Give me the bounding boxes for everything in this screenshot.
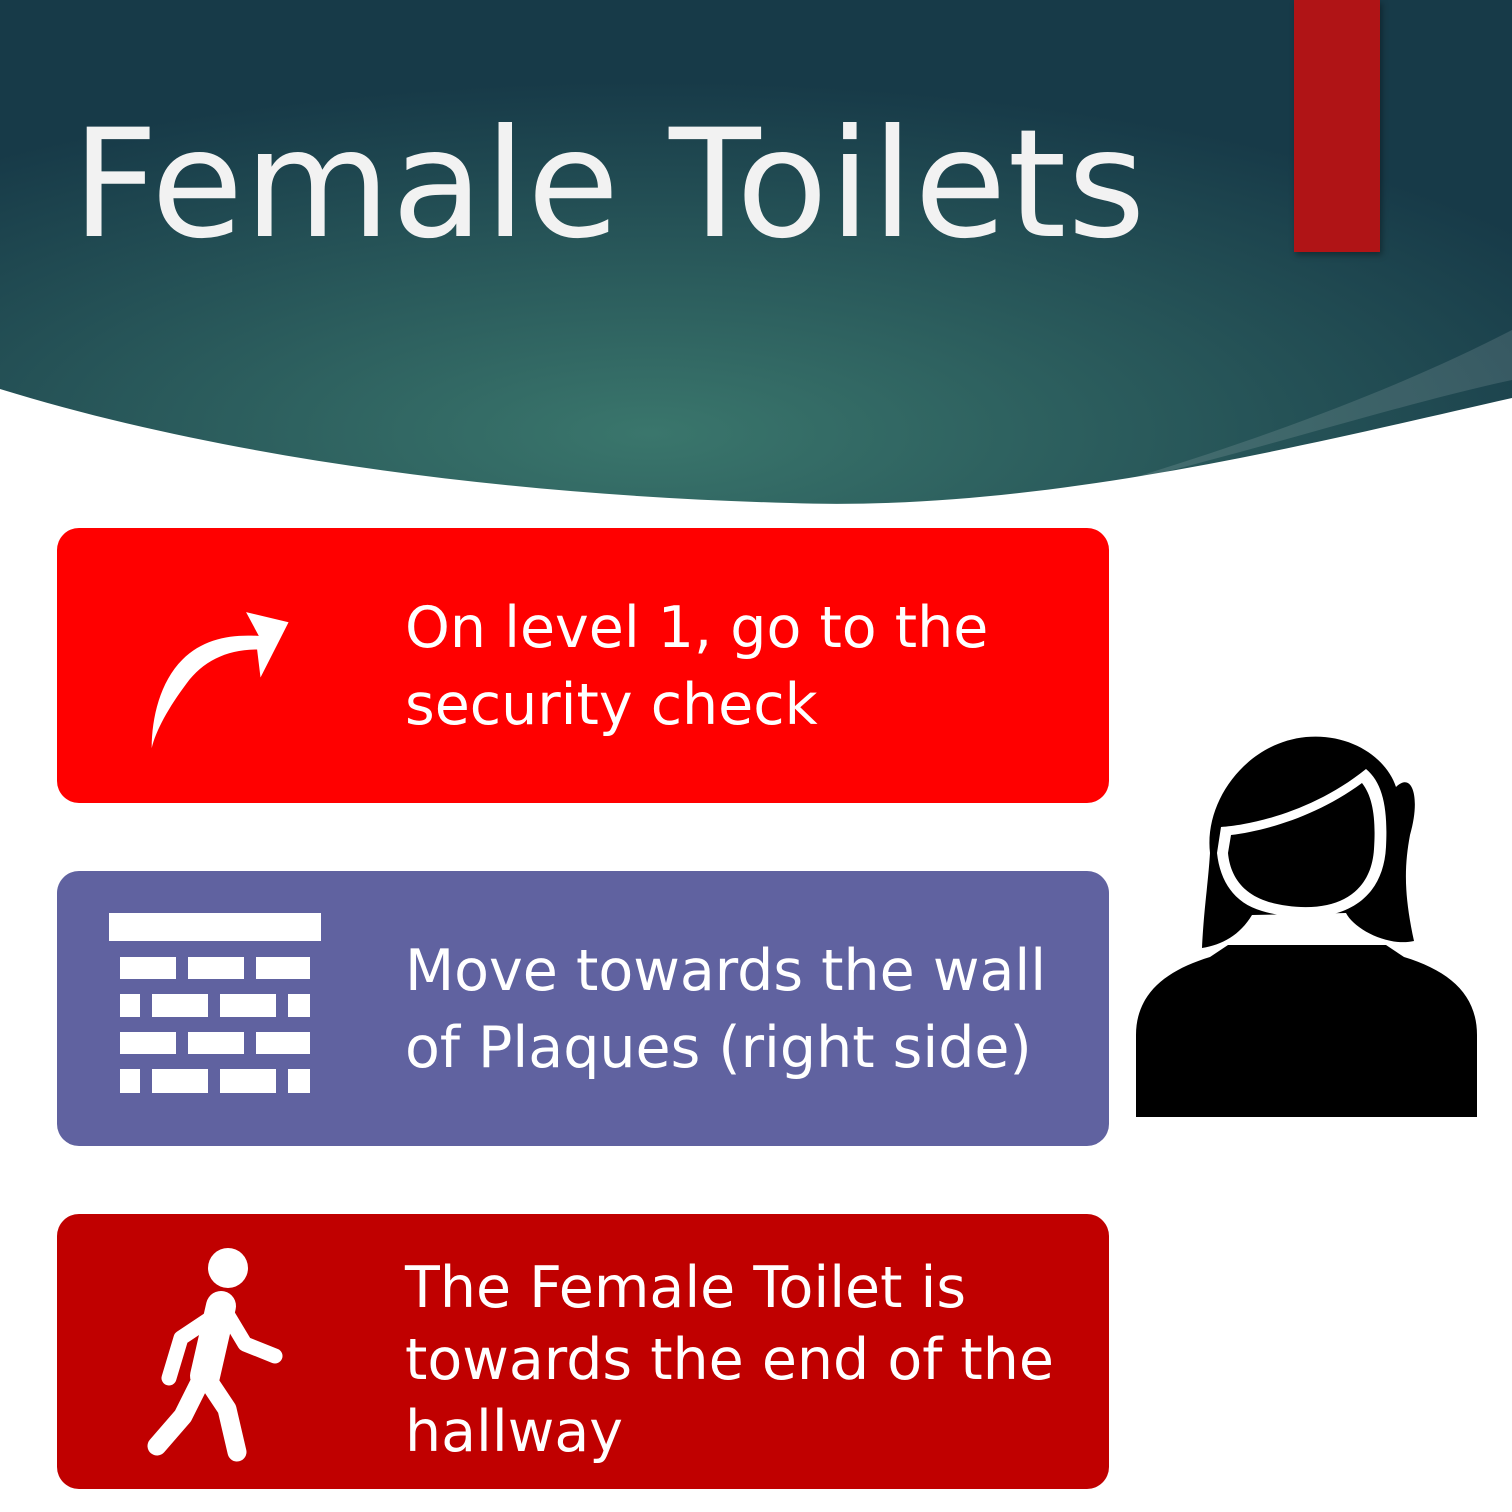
header-swoosh <box>0 0 1512 504</box>
step-card-security-check: On level 1, go to the security check <box>57 528 1109 803</box>
step-text: The Female Toilet is towards the end of … <box>405 1255 1054 1465</box>
walking-person-icon <box>147 1248 283 1462</box>
page-title: Female Toilets <box>72 98 1147 272</box>
accent-bar <box>1294 0 1380 252</box>
brick-wall-icon <box>109 913 321 1093</box>
step-card-wall-of-plaques: Move towards the wall of Plaques (right … <box>57 871 1109 1146</box>
step-text: On level 1, go to the security check <box>405 595 989 738</box>
step-card-end-of-hallway: The Female Toilet is towards the end of … <box>57 1214 1109 1489</box>
header-background <box>0 0 1512 504</box>
step-text: Move towards the wall of Plaques (right … <box>405 938 1047 1081</box>
woman-icon <box>1136 736 1477 1117</box>
curved-arrow-right-icon <box>151 612 289 749</box>
